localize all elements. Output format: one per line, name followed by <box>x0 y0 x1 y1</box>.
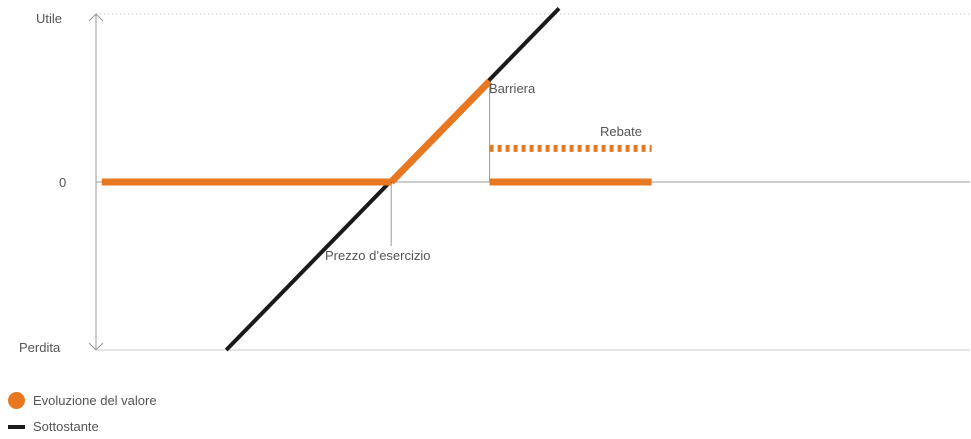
legend-label-value: Evoluzione del valore <box>33 393 157 408</box>
y-label-zero: 0 <box>59 175 66 190</box>
y-axis-arrow-top <box>88 13 104 22</box>
legend-swatch-underlying <box>8 424 25 429</box>
y-label-utile: Utile <box>36 11 62 26</box>
legend-swatch-value <box>8 392 25 409</box>
legend-item-value: Evoluzione del valore <box>8 392 157 409</box>
rebate-annotation: Rebate <box>600 124 642 139</box>
y-label-perdita: Perdita <box>19 340 61 355</box>
payoff-chart: Utile 0 Perdita Barriera Rebate Prezzo d… <box>19 7 970 355</box>
barrier-annotation: Barriera <box>489 81 536 96</box>
series-layer <box>101 7 652 352</box>
series-evoluzione-del-valore-segment <box>388 78 493 185</box>
strike-annotation: Prezzo d’esercizio <box>325 248 431 263</box>
legend-item-underlying: Sottostante <box>8 419 99 434</box>
legend-label-underlying: Sottostante <box>33 419 99 434</box>
